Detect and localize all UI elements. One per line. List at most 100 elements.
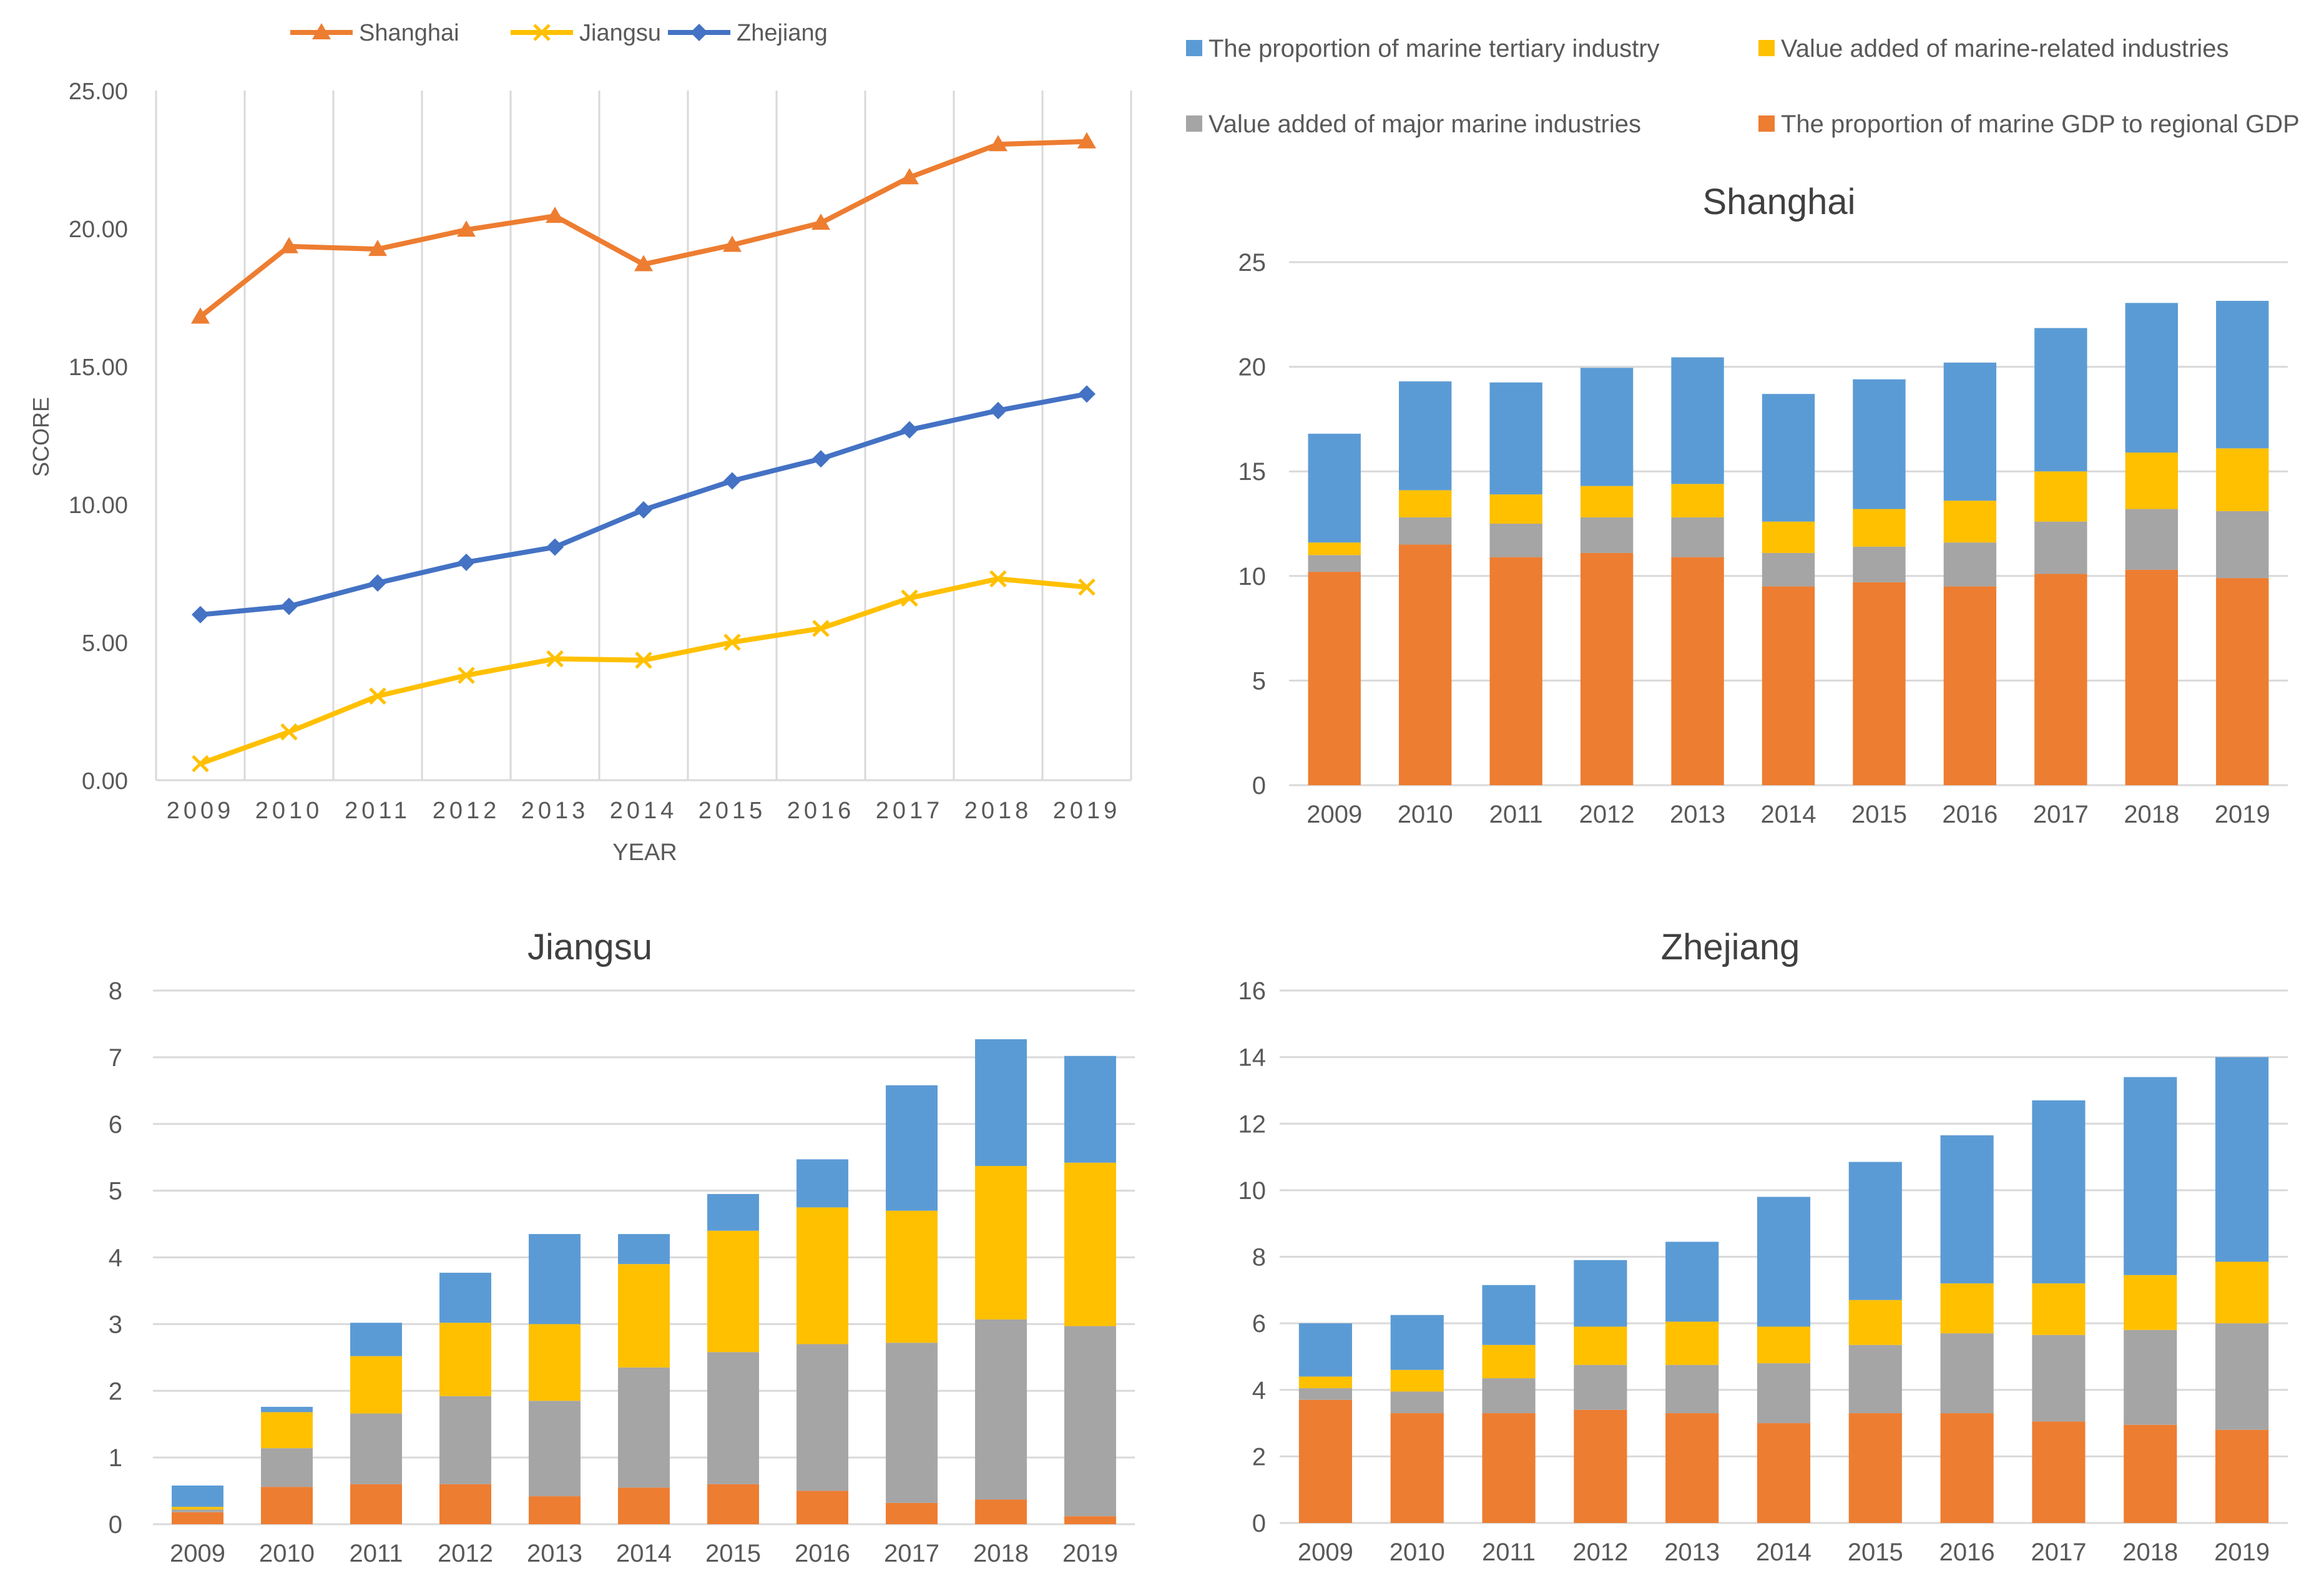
zhejiang-bar-segment (1574, 1409, 1627, 1523)
zhejiang-bar-segment (2032, 1334, 2086, 1422)
zhejiang-bar-segment (1482, 1413, 1536, 1523)
shanghai-x-tick-label: 2018 (2124, 801, 2179, 828)
line-point-jiangsu (723, 634, 741, 651)
jiangsu-bar-segment (886, 1502, 938, 1524)
line-point-shanghai (457, 220, 476, 237)
shanghai-x-tick-label: 2009 (1306, 801, 1362, 828)
line-point-shanghai (811, 213, 830, 230)
bar-legend-swatch (1186, 115, 1202, 132)
line-point-zhejiang (369, 574, 386, 592)
shanghai-chart-title: Shanghai (1702, 182, 1855, 222)
jiangsu-bar-segment (172, 1486, 223, 1507)
shanghai-bar-segment (1853, 582, 1906, 785)
shanghai-bar-segment (1943, 501, 1997, 543)
shanghai-x-tick-label: 2019 (2215, 801, 2270, 828)
jiangsu-bar-segment (529, 1234, 581, 1324)
jiangsu-bar-segment (975, 1166, 1027, 1319)
shanghai-bar-segment (2125, 303, 2178, 453)
shanghai-y-tick-label: 0 (1252, 772, 1266, 800)
shanghai-bar-segment (1943, 586, 1997, 785)
zhejiang-bar-segment (2124, 1077, 2177, 1275)
zhejiang-bar-segment (1390, 1413, 1444, 1523)
shanghai-y-tick-label: 20 (1238, 354, 1267, 381)
zhejiang-chart-title: Zhejiang (1661, 927, 1800, 967)
jiangsu-y-tick-label: 8 (109, 977, 122, 1005)
score-line-chart: 0.00 5.00 10.00 15.00 20.00 25.00 2009 2010 2011… (28, 20, 1132, 866)
line-chart-y-tick-label: 10.00 (69, 492, 128, 519)
shanghai-bar-segment (1762, 552, 1815, 587)
zhejiang-y-tick-label: 12 (1238, 1110, 1267, 1138)
jiangsu-bar-segment (618, 1487, 670, 1524)
zhejiang-bar-segment (1390, 1314, 1444, 1370)
line-point-zhejiang (635, 501, 652, 519)
zhejiang-x-tick-label: 2016 (1939, 1539, 1995, 1566)
jiangsu-bar-segment (529, 1496, 581, 1524)
shanghai-bar-segment (1762, 394, 1815, 522)
jiangsu-y-tick-label: 6 (109, 1111, 122, 1138)
jiangsu-y-tick-label: 5 (109, 1178, 122, 1205)
bar-legend-swatch (1758, 115, 1775, 132)
bar-legend-label: The proportion of marine GDP to regional… (1781, 110, 2300, 138)
line-point-zhejiang (458, 553, 475, 571)
jiangsu-bar-segment (975, 1319, 1027, 1500)
shanghai-bar-segment (1580, 486, 1634, 517)
jiangsu-x-tick-label: 2018 (973, 1540, 1029, 1567)
jiangsu-bar-segment (439, 1396, 491, 1484)
shanghai-x-tick-label: 2013 (1670, 801, 1725, 828)
zhejiang-x-tick-label: 2019 (2214, 1539, 2270, 1566)
zhejiang-bar-segment (1940, 1283, 1994, 1334)
jiangsu-bar-segment (1064, 1162, 1116, 1326)
jiangsu-bar-segment (261, 1406, 313, 1412)
line-chart-x-axis-title: YEAR (612, 840, 677, 866)
shanghai-bar-segment (1853, 379, 1906, 509)
jiangsu-x-tick-label: 2015 (705, 1540, 761, 1567)
jiangsu-x-tick-label: 2012 (438, 1540, 493, 1567)
jiangsu-chart-title: Jiangsu (527, 927, 652, 967)
jiangsu-bar-segment (172, 1507, 223, 1510)
zhejiang-bar-segment (1848, 1300, 1902, 1345)
zhejiang-x-tick-label: 2013 (1664, 1539, 1720, 1566)
zhejiang-bar-segment (2215, 1323, 2269, 1430)
line-point-zhejiang (901, 421, 918, 439)
zhejiang-x-tick-label: 2009 (1298, 1539, 1353, 1566)
shanghai-bar-segment (2125, 453, 2178, 509)
jiangsu-bar-segment (1064, 1516, 1116, 1524)
zhejiang-bar-segment (1574, 1260, 1627, 1327)
jiangsu-bar-segment (975, 1499, 1027, 1524)
shanghai-bar-segment (1580, 517, 1634, 553)
line-chart-x-tick-label: 2010 (255, 798, 323, 824)
shanghai-bar-segment (2216, 511, 2269, 579)
line-legend-marker (533, 24, 551, 41)
shanghai-bar-segment (1489, 382, 1542, 495)
zhejiang-bar-segment (2215, 1429, 2269, 1523)
zhejiang-bar-segment (2215, 1057, 2269, 1262)
line-point-jiangsu (635, 651, 652, 669)
zhejiang-bar-segment (1757, 1197, 1811, 1327)
zhejiang-bar-segment (1482, 1285, 1536, 1345)
zhejiang-bar-segment (1757, 1423, 1811, 1523)
jiangsu-x-tick-label: 2016 (795, 1540, 850, 1567)
zhejiang-bar-segment (1665, 1364, 1719, 1414)
shanghai-bar-segment (1399, 544, 1452, 785)
zhejiang-bar-segment (1848, 1413, 1902, 1523)
zhejiang-bar-segment (1757, 1363, 1811, 1424)
line-point-jiangsu (901, 589, 918, 607)
zhejiang-bar-segment (1298, 1399, 1352, 1523)
jiangsu-bar-segment (261, 1487, 313, 1524)
jiangsu-bar-segment (172, 1509, 223, 1512)
jiangsu-bar-segment (261, 1448, 313, 1487)
shanghai-y-tick-label: 15 (1238, 458, 1267, 486)
shanghai-bar-segment (2125, 569, 2178, 785)
shanghai-stacked-bar-chart: Shanghai 0 5 10 15 20 25 2009 2010 2011 2012 2013 20… (1238, 182, 2288, 828)
zhejiang-bar-segment (2124, 1424, 2177, 1523)
zhejiang-x-tick-label: 2011 (1482, 1539, 1536, 1566)
line-point-jiangsu (546, 650, 564, 668)
jiangsu-bar-segment (707, 1484, 759, 1524)
zhejiang-y-tick-label: 6 (1252, 1310, 1266, 1338)
shanghai-bar-segment (2034, 328, 2087, 472)
jiangsu-bar-segment (172, 1512, 223, 1524)
line-point-zhejiang (723, 472, 741, 490)
bar-legend-label: The proportion of marine tertiary indust… (1208, 35, 1660, 62)
line-point-jiangsu (192, 755, 209, 773)
